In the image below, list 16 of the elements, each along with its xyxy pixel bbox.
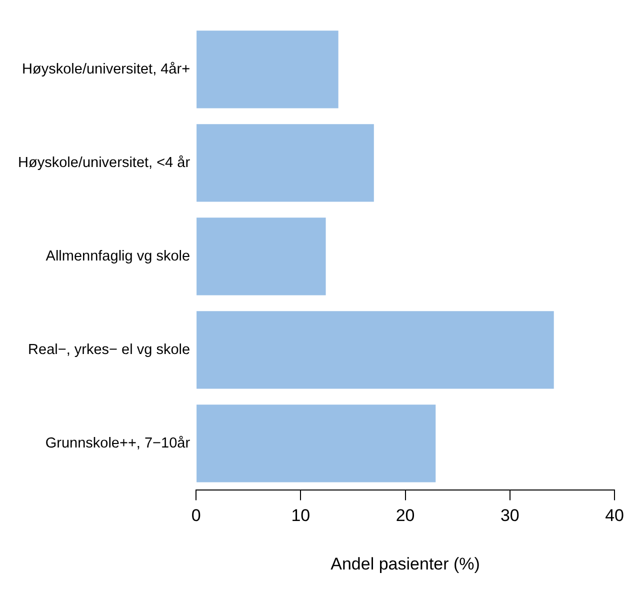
y-tick-label: Høyskole/universitet, <4 år [18,154,190,171]
y-tick-label: Allmennfaglig vg skole [46,248,190,264]
bar [196,311,554,389]
x-tick-label: 20 [396,506,415,526]
x-tick-label: 30 [500,506,520,526]
x-tick-label: 40 [605,506,624,526]
y-tick-label: Real−, yrkes− el vg skole [28,342,190,358]
y-tick-label: Høyskole/universitet, 4år+ [22,61,190,78]
y-tick-label: Grunnskole++, 7−10år [45,435,190,452]
x-tick-label: 0 [191,506,201,526]
x-tick-label: 10 [291,506,310,526]
bar [196,218,326,296]
bar [196,30,338,108]
bar [196,404,436,482]
x-axis-title: Andel pasienter (%) [330,554,480,574]
bar [196,124,374,202]
